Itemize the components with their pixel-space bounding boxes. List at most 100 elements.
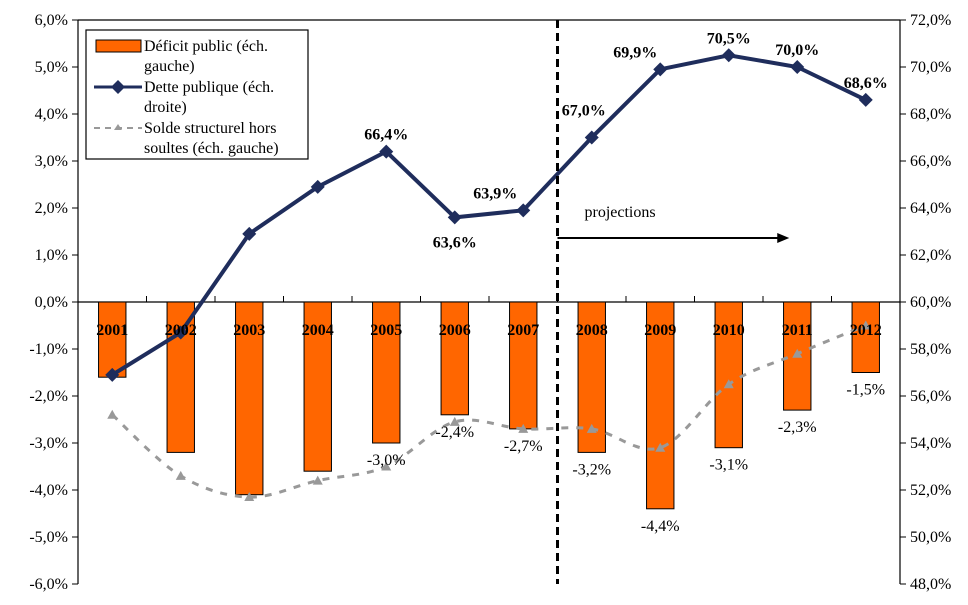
y-tick-label: 2,0%	[35, 200, 68, 217]
dette-data-label: 69,9%	[613, 44, 657, 61]
solde-structurel-point	[107, 409, 118, 419]
category-label: 2009	[644, 322, 676, 339]
dette-publique-point	[584, 130, 599, 145]
solde-structurel-point	[792, 348, 803, 358]
legend: Déficit public (éch. gauche) Dette publi…	[85, 29, 309, 160]
y-tick-label: -6,0%	[29, 576, 68, 593]
deficit-bar	[646, 301, 675, 510]
dette-publique-point	[653, 62, 668, 77]
solde-structurel-point	[723, 379, 734, 389]
y2-tick-label: 70,0%	[910, 59, 951, 76]
solde-structurel-line	[111, 324, 867, 499]
deficit-data-label: -3,2%	[572, 461, 611, 478]
solde-structurel-series	[107, 320, 871, 502]
y2-tick-label: 50,0%	[910, 529, 951, 546]
y-tick-label: -4,0%	[29, 482, 68, 499]
y2-tick-label: 72,0%	[910, 12, 951, 29]
deficit-data-label: -2,4%	[435, 424, 474, 441]
dette-publique-point	[105, 367, 120, 382]
y2-tick-label: 64,0%	[910, 200, 951, 217]
category-label: 2002	[165, 322, 197, 339]
category-label: 2005	[370, 322, 402, 339]
dette-publique-line	[111, 53, 867, 377]
deficit-bar	[98, 301, 127, 378]
category-label: 2001	[96, 322, 128, 339]
solde-structurel-point	[175, 470, 186, 480]
y2-tick-label: 52,0%	[910, 482, 951, 499]
data-labels: -3,0% -2,4% -2,7% -3,2% -4,4% -3,1% -2,3% -1,5%…	[96, 30, 888, 535]
legend-label-debt-1: Dette publique (éch.	[144, 79, 274, 96]
deficit-data-label: -3,0%	[367, 452, 406, 469]
legend-label-solde-2: soultes (éch. gauche)	[144, 140, 279, 157]
legend-box	[85, 29, 309, 160]
solde-structurel-point	[244, 492, 255, 502]
category-label: 2006	[439, 322, 471, 339]
y2-tick-label: 56,0%	[910, 388, 951, 405]
y-tick-label: -2,0%	[29, 388, 68, 405]
deficit-bar	[851, 301, 880, 373]
deficit-data-label: -2,3%	[778, 419, 817, 436]
deficit-data-label: -2,7%	[504, 438, 543, 455]
dette-publique-point	[379, 144, 394, 159]
y-tick-label: 4,0%	[35, 106, 68, 123]
dette-data-label: 70,5%	[707, 30, 751, 47]
category-label: 2012	[850, 322, 882, 339]
dette-data-label: 63,9%	[473, 185, 517, 202]
deficit-bar	[509, 301, 538, 430]
deficit-data-label: -3,1%	[709, 457, 748, 474]
solde-structurel-point	[312, 475, 323, 485]
legend-diamond-marker-icon	[111, 80, 125, 94]
solde-structurel-point	[860, 320, 871, 330]
y-tick-label: 5,0%	[35, 59, 68, 76]
dette-publique-point	[242, 226, 257, 241]
solde-structurel-point	[518, 423, 529, 433]
solde-structurel-point	[449, 416, 460, 426]
y-tick-label: 0,0%	[35, 294, 68, 311]
category-label: 2004	[302, 322, 334, 339]
y-tick-label: 1,0%	[35, 247, 68, 264]
dette-publique-point	[173, 325, 188, 340]
deficit-bar	[303, 301, 332, 472]
deficit-data-label: -1,5%	[846, 382, 885, 399]
dette-data-label: 66,4%	[364, 127, 408, 144]
dette-publique-point	[516, 203, 531, 218]
y-tick-label: 3,0%	[35, 153, 68, 170]
y-tick-label: -5,0%	[29, 529, 68, 546]
legend-label-debt-2: droite)	[144, 99, 187, 116]
dette-publique-point	[721, 48, 736, 63]
deficit-bar	[440, 301, 469, 416]
dette-data-label: 70,0%	[775, 42, 819, 59]
solde-structurel-point	[381, 461, 392, 471]
deficit-bar	[372, 301, 401, 444]
y-tick-label: 6,0%	[35, 12, 68, 29]
category-label: 2007	[507, 322, 539, 339]
y-tick-label: -1,0%	[29, 341, 68, 358]
category-label: 2008	[576, 322, 608, 339]
axes: 6,0% 5,0% 4,0% 3,0% 2,0% 1,0% 0,0% -1,0% -2,0% -3…	[29, 12, 951, 593]
legend-label-deficit-1: Déficit public (éch.	[144, 38, 268, 55]
category-label: 2003	[233, 322, 265, 339]
y-tick-label: -3,0%	[29, 435, 68, 452]
dette-data-label: 67,0%	[562, 103, 606, 120]
projections-arrowhead-icon	[777, 233, 790, 243]
legend-label-solde-1: Solde structurel hors	[144, 120, 276, 137]
dette-publique-point	[790, 60, 805, 74]
y2-tick-label: 48,0%	[910, 576, 951, 593]
category-label: 2010	[713, 322, 745, 339]
dette-publique-point	[310, 179, 325, 194]
deficit-bars	[98, 301, 880, 510]
deficit-data-label: -4,4%	[641, 518, 680, 535]
legend-triangle-marker-icon	[114, 124, 122, 130]
dette-data-label: 63,6%	[433, 234, 477, 251]
y2-tick-label: 54,0%	[910, 435, 951, 452]
y2-tick-label: 68,0%	[910, 106, 951, 123]
solde-structurel-point	[655, 442, 666, 452]
dette-publique-point	[447, 210, 462, 225]
dette-data-label: 68,6%	[844, 75, 888, 92]
deficit-bar	[714, 301, 743, 449]
y2-tick-label: 58,0%	[910, 341, 951, 358]
legend-swatch-deficit	[95, 39, 142, 53]
solde-structurel-point	[586, 423, 597, 433]
legend-label-deficit-2: gauche)	[144, 58, 195, 75]
